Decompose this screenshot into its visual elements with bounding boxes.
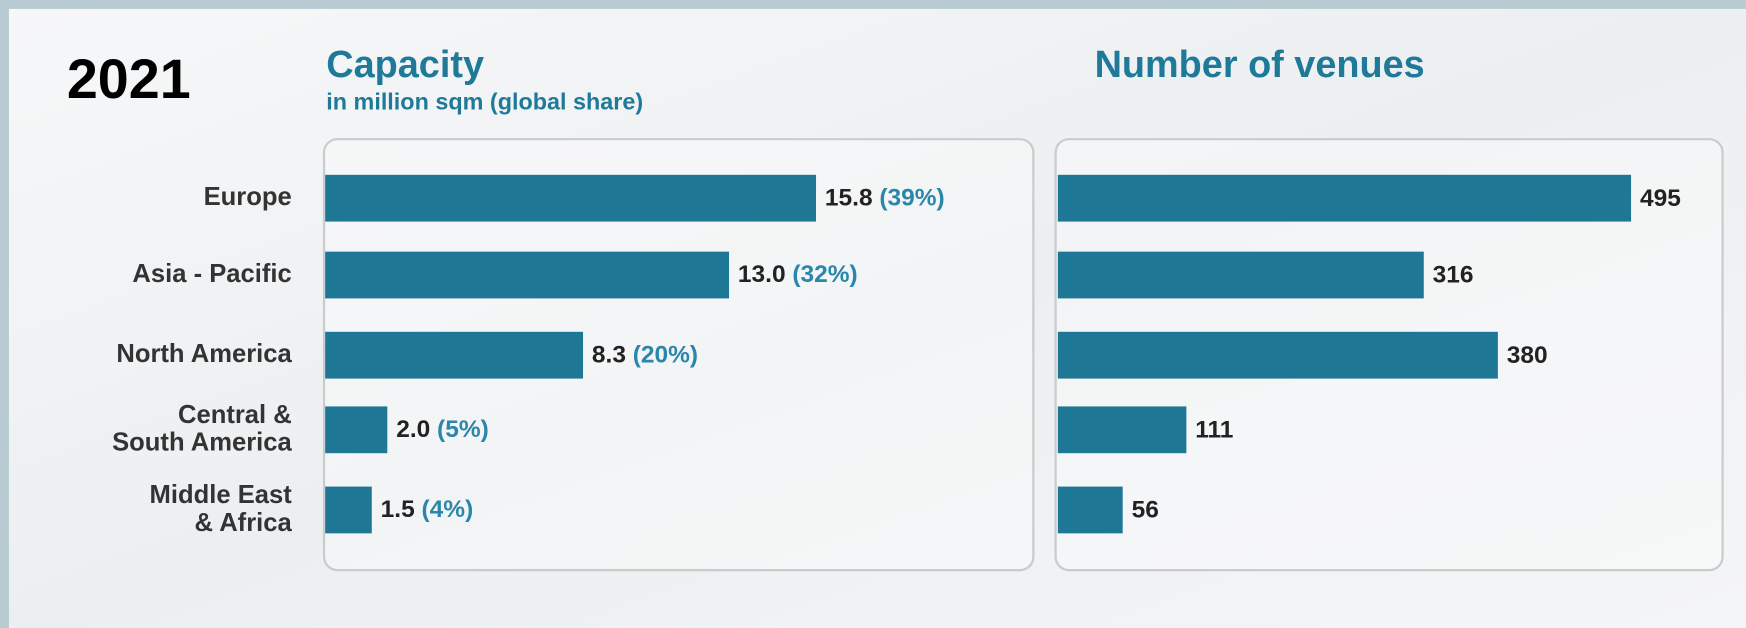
value-number: 1.5: [381, 497, 415, 524]
value-label: 15.8 (39%): [825, 185, 945, 212]
bar: [325, 486, 372, 534]
share-label: (4%): [415, 497, 474, 524]
chart-subtitle: in million sqm (global share): [326, 89, 643, 115]
share-label: (39%): [873, 185, 945, 212]
category-label: Europe: [204, 183, 292, 211]
value-label: 495: [1640, 185, 1681, 212]
category-label: Central & South America: [112, 401, 292, 457]
category-label: North America: [116, 340, 292, 368]
bar: [325, 251, 730, 299]
value-label: 1.5 (4%): [381, 497, 474, 524]
category-label: Middle East & Africa: [150, 481, 293, 537]
value-label: 380: [1507, 342, 1548, 369]
category-line: South America: [112, 428, 292, 456]
chart-title: Capacity: [326, 44, 484, 86]
category-line: Central &: [178, 401, 292, 429]
value-label: 2.0 (5%): [396, 416, 489, 443]
bar: [1057, 331, 1498, 379]
panel: [322, 138, 1035, 572]
bar: [325, 174, 817, 222]
bar: [1057, 486, 1123, 534]
bar: [1057, 406, 1187, 454]
value-label: 111: [1195, 416, 1233, 443]
bar: [325, 331, 584, 379]
bar: [1057, 251, 1424, 299]
value-label: 56: [1132, 497, 1159, 524]
value-number: 8.3: [592, 342, 626, 369]
background: [8, 8, 1746, 628]
value-label: 316: [1433, 262, 1474, 289]
category-line: Europe: [204, 183, 292, 211]
share-label: (20%): [626, 342, 698, 369]
bar: [325, 406, 388, 454]
category-line: Asia - Pacific: [132, 260, 291, 288]
year-label: 2021: [67, 48, 191, 110]
share-label: (5%): [430, 416, 489, 443]
value-label: 13.0 (32%): [738, 262, 858, 289]
value-number: 2.0: [396, 416, 430, 443]
value-number: 13.0: [738, 262, 786, 289]
bar: [1057, 174, 1632, 222]
category-line: & Africa: [195, 509, 293, 537]
value-number: 15.8: [825, 185, 873, 212]
chart-title: Number of venues: [1095, 44, 1425, 86]
category-line: Middle East: [150, 481, 293, 509]
category-label: Asia - Pacific: [132, 260, 291, 288]
category-line: North America: [116, 340, 292, 368]
value-label: 8.3 (20%): [592, 342, 698, 369]
share-label: (32%): [786, 262, 858, 289]
